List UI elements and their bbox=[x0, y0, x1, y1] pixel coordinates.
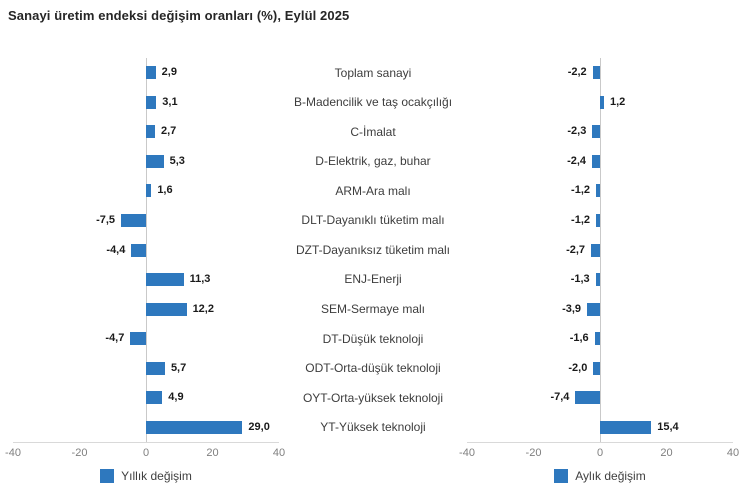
axis-tick-label: 20 bbox=[660, 447, 673, 459]
value-label: 2,7 bbox=[160, 125, 177, 138]
annual-change-plot: 2,9 3,1 2,7 5,3 1,6 -7,5 -4,4 11,3 12,2 -4,7 5,7 4,… bbox=[13, 58, 279, 443]
value-label: -3,9 bbox=[562, 302, 582, 315]
value-label: -2,4 bbox=[567, 154, 587, 167]
bar-annual-0 bbox=[146, 66, 156, 80]
category-label: C-İmalat bbox=[350, 124, 396, 139]
value-label: -1,2 bbox=[571, 213, 591, 226]
bar-annual-10 bbox=[146, 361, 165, 375]
axis-tick-label: 0 bbox=[142, 447, 150, 459]
bar-annual-8 bbox=[146, 302, 187, 316]
value-label: 5,3 bbox=[169, 154, 185, 167]
value-label: -7,5 bbox=[96, 213, 116, 226]
axis-tick-label: -20 bbox=[71, 447, 88, 459]
value-label: 1,2 bbox=[609, 95, 626, 108]
charts-row: 2,9 3,1 2,7 5,3 1,6 -7,5 -4,4 11,3 12,2 -4,7 5,7 4,… bbox=[5, 58, 739, 484]
monthly-legend-label: Aylık değişim bbox=[575, 469, 646, 483]
annual-x-axis: -40 -20 0 20 40 bbox=[5, 443, 285, 461]
monthly-change-chart: -2,2 1,2 -2,3 -2,4 -1,2 -1,2 -2,7 -1,3 -3,9 -1,6 -… bbox=[459, 58, 739, 484]
annual-legend-swatch bbox=[100, 469, 115, 483]
value-label: -2,7 bbox=[566, 243, 586, 256]
bar-annual-1 bbox=[146, 95, 157, 109]
value-label: 12,2 bbox=[192, 302, 214, 315]
axis-tick-label: 40 bbox=[272, 447, 286, 459]
bar-monthly-10 bbox=[593, 361, 600, 375]
axis-tick-label: -20 bbox=[525, 447, 542, 459]
bar-monthly-11 bbox=[575, 391, 600, 405]
value-label: 3,1 bbox=[162, 95, 178, 108]
category-label: DT-Düşük teknoloji bbox=[322, 331, 424, 346]
category-label: Toplam sanayi bbox=[334, 65, 412, 80]
monthly-legend-swatch bbox=[554, 469, 569, 483]
value-label: 5,7 bbox=[170, 361, 187, 374]
chart-title: Sanayi üretim endeksi değişim oranları (… bbox=[8, 8, 350, 23]
category-label: ODT-Orta-düşük teknoloji bbox=[305, 361, 441, 376]
value-label: 4,9 bbox=[168, 391, 184, 404]
value-label: -2,0 bbox=[568, 361, 588, 374]
value-label: 15,4 bbox=[657, 420, 679, 433]
zero-axis-line bbox=[145, 58, 147, 442]
value-label: -1,3 bbox=[570, 273, 590, 286]
bar-monthly-8 bbox=[587, 302, 600, 316]
annual-change-chart: 2,9 3,1 2,7 5,3 1,6 -7,5 -4,4 11,3 12,2 -4,7 5,7 4,… bbox=[5, 58, 285, 484]
bar-annual-3 bbox=[146, 154, 164, 168]
axis-tick-label: 40 bbox=[726, 447, 740, 459]
value-label: -1,6 bbox=[569, 332, 589, 345]
value-label: -2,3 bbox=[567, 125, 587, 138]
value-label: 1,6 bbox=[157, 184, 173, 197]
value-label: -4,7 bbox=[105, 332, 125, 345]
bar-annual-7 bbox=[146, 273, 184, 287]
monthly-legend: Aylık değişim bbox=[467, 468, 733, 484]
axis-tick-label: 20 bbox=[206, 447, 219, 459]
axis-tick-label: 0 bbox=[596, 447, 604, 459]
zero-axis-line bbox=[599, 58, 601, 442]
bar-annual-5 bbox=[121, 213, 146, 227]
bar-annual-11 bbox=[146, 391, 163, 405]
value-label: 2,9 bbox=[161, 66, 177, 79]
bar-annual-2 bbox=[146, 125, 155, 139]
category-labels-column: Toplam sanayi B-Madencilik ve taş ocakçıl… bbox=[279, 58, 467, 484]
value-label: -4,4 bbox=[106, 243, 126, 256]
bar-monthly-12 bbox=[600, 420, 652, 434]
annual-legend-label: Yıllık değişim bbox=[121, 469, 192, 483]
category-label: YT-Yüksek teknoloji bbox=[320, 420, 426, 435]
value-label: -2,2 bbox=[567, 66, 587, 79]
value-label: 11,3 bbox=[189, 273, 211, 286]
bar-annual-9 bbox=[130, 332, 146, 346]
category-label: DZT-Dayanıksız tüketim malı bbox=[295, 242, 451, 257]
category-label: SEM-Sermaye malı bbox=[320, 302, 426, 317]
category-label: DLT-Dayanıklı tüketim malı bbox=[301, 213, 445, 228]
axis-tick-label: -40 bbox=[459, 447, 475, 459]
bar-monthly-5 bbox=[596, 213, 600, 227]
category-label: OYT-Orta-yüksek teknoloji bbox=[302, 390, 444, 405]
monthly-x-axis: -40 -20 0 20 40 bbox=[459, 443, 739, 461]
bar-monthly-3 bbox=[592, 154, 600, 168]
axis-tick-label: -40 bbox=[5, 447, 21, 459]
bar-monthly-9 bbox=[594, 332, 600, 346]
value-label: 29,0 bbox=[248, 420, 270, 433]
bar-monthly-0 bbox=[592, 66, 600, 80]
bar-annual-4 bbox=[146, 184, 152, 198]
category-label: ENJ-Enerji bbox=[344, 272, 402, 287]
bar-monthly-4 bbox=[596, 184, 600, 198]
value-label: -7,4 bbox=[550, 391, 570, 404]
monthly-change-plot: -2,2 1,2 -2,3 -2,4 -1,2 -1,2 -2,7 -1,3 -3,9 -1,6 -… bbox=[467, 58, 733, 443]
category-label: ARM-Ara malı bbox=[335, 183, 411, 198]
bar-monthly-7 bbox=[595, 273, 600, 287]
category-label: D-Elektrik, gaz, buhar bbox=[315, 154, 431, 169]
value-label: -1,2 bbox=[571, 184, 591, 197]
category-label: B-Madencilik ve taş ocakçılığı bbox=[293, 95, 453, 110]
bar-monthly-1 bbox=[600, 95, 604, 109]
bar-annual-12 bbox=[146, 420, 243, 434]
bar-monthly-2 bbox=[592, 125, 600, 139]
bar-annual-6 bbox=[131, 243, 146, 257]
annual-legend: Yıllık değişim bbox=[13, 468, 279, 484]
bar-monthly-6 bbox=[591, 243, 600, 257]
